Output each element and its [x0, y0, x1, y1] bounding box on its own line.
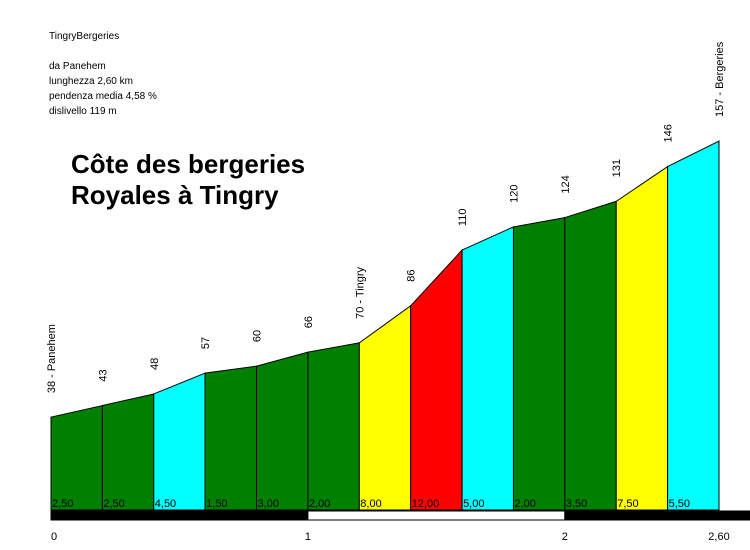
profile-segment: [256, 351, 309, 511]
distance-tick-label: 2: [562, 531, 568, 543]
profile-segment: [564, 200, 617, 511]
length-info: lunghezza 2,60 km: [49, 76, 133, 87]
elevation-point-label: 86: [406, 270, 418, 282]
elevation-point-label: 48: [149, 358, 161, 370]
chart-title-line-2: Royales à Tingry: [71, 180, 279, 210]
elevation-point-label: 57: [200, 337, 212, 349]
climb-name: TingryBergeries: [49, 31, 120, 42]
distance-tick-label: 0: [51, 531, 57, 543]
profile-segment: [667, 140, 720, 511]
profile-segment: [615, 165, 669, 511]
elevation-point-label: 157 - Bergeries: [714, 41, 726, 117]
segment-grade-label: 2,00: [309, 498, 330, 510]
segment-grade-label: 5,00: [463, 498, 484, 510]
profile-segment: [101, 393, 155, 511]
elevation-point-label: 60: [252, 330, 264, 342]
profile-segment: [307, 342, 360, 511]
segment-grade-label: 7,50: [617, 498, 638, 510]
distance-tick-label: 1: [305, 531, 311, 543]
segment-grade-label: 8,00: [360, 498, 381, 510]
start-point: da Panehem: [49, 61, 106, 72]
profile-segment: [50, 404, 103, 511]
segment-grade-label: 3,50: [566, 498, 587, 510]
profile-segment: [358, 304, 412, 511]
segment-grade-label: 2,00: [514, 498, 535, 510]
segment-grade-label: 2,50: [103, 498, 124, 510]
profile-segment: [410, 248, 463, 511]
elevation-point-label: 120: [508, 185, 520, 203]
distance-scale-block: [564, 510, 750, 521]
elevation-point-label: 131: [611, 159, 623, 177]
segment-grade-label: 12,00: [412, 498, 440, 510]
profile-segment: [153, 372, 206, 511]
elevation-point-label: 146: [663, 124, 675, 142]
elevation-gain-info: dislivello 119 m: [49, 106, 117, 117]
elevation-point-label: 43: [97, 369, 109, 381]
segment-grade-label: 5,50: [669, 498, 690, 510]
segment-grade-label: 4,50: [155, 498, 176, 510]
profile-segment: [461, 226, 514, 511]
avg-grade-info: pendenza media 4,58 %: [49, 91, 157, 102]
distance-tick-label: 2,60: [708, 531, 729, 543]
elevation-point-label: 66: [303, 316, 315, 328]
distance-scale-block: [307, 510, 566, 521]
chart-title-line-1: Côte des bergeries: [71, 149, 306, 179]
profile-segment: [512, 216, 566, 511]
segment-grade-label: 2,50: [52, 498, 73, 510]
elevation-point-label: 38 - Panehem: [46, 324, 58, 393]
elevation-point-label: 70 - Tingry: [354, 266, 366, 318]
profile-segment: [204, 365, 258, 511]
distance-scale-block: [50, 510, 309, 521]
elevation-point-label: 110: [457, 209, 469, 227]
segment-grade-label: 3,00: [258, 498, 279, 510]
elevation-point-label: 124: [560, 175, 572, 193]
segment-grade-label: 1,50: [206, 498, 227, 510]
